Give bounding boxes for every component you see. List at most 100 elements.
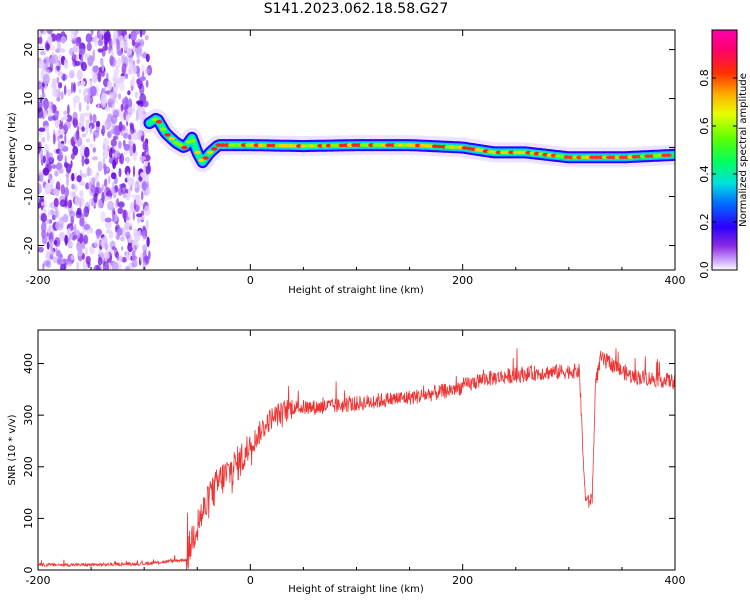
noise-blob bbox=[59, 134, 63, 140]
y-tick-label: 200 bbox=[22, 456, 35, 477]
noise-blob bbox=[66, 228, 72, 235]
noise-blob bbox=[84, 146, 90, 158]
noise-blob bbox=[140, 172, 146, 178]
noise-blob bbox=[69, 210, 76, 219]
noise-blob bbox=[134, 183, 138, 189]
noise-blob bbox=[76, 261, 80, 270]
noise-blob bbox=[131, 259, 138, 268]
noise-blob bbox=[141, 181, 148, 192]
noise-blob bbox=[101, 184, 104, 192]
noise-blob bbox=[132, 143, 136, 154]
noise-blob bbox=[123, 143, 131, 151]
noise-blob bbox=[40, 30, 44, 35]
noise-blob bbox=[118, 93, 122, 100]
noise-blob bbox=[39, 51, 46, 56]
noise-blob bbox=[38, 183, 42, 195]
noise-blob bbox=[143, 205, 151, 216]
x-tick-label: 200 bbox=[452, 574, 473, 587]
noise-blob bbox=[136, 100, 142, 105]
noise-blob bbox=[104, 217, 112, 223]
noise-blob bbox=[111, 149, 116, 154]
ridge-core bbox=[155, 120, 163, 124]
noise-blob bbox=[113, 75, 118, 85]
spectral-ridge bbox=[139, 108, 675, 173]
noise-blob bbox=[142, 260, 147, 270]
noise-blob bbox=[132, 74, 135, 83]
colorbar-tick-label: 0.4 bbox=[698, 165, 711, 183]
noise-blob bbox=[42, 167, 50, 176]
noise-blob bbox=[103, 31, 111, 42]
noise-blob bbox=[45, 42, 50, 51]
noise-blob bbox=[103, 163, 107, 176]
noise-blob bbox=[112, 135, 119, 140]
noise-blob bbox=[89, 143, 94, 148]
noise-blob bbox=[142, 141, 147, 151]
noise-blob bbox=[51, 214, 56, 221]
noise-blob bbox=[38, 36, 43, 45]
noise-blob bbox=[106, 167, 109, 172]
noise-blob bbox=[72, 118, 76, 126]
noise-blob bbox=[41, 136, 46, 143]
noise-blob bbox=[104, 251, 110, 260]
noise-blob bbox=[119, 183, 126, 188]
noise-blob bbox=[79, 190, 84, 198]
noise-blob bbox=[127, 90, 131, 96]
noise-blob bbox=[71, 81, 74, 94]
noise-blob bbox=[38, 45, 44, 50]
noise-blob bbox=[78, 101, 82, 112]
noise-blob bbox=[60, 184, 65, 195]
colorbar-ticks: 0.0 0.2 0.4 0.6 0.8 bbox=[698, 69, 737, 279]
ridge-core bbox=[168, 136, 175, 141]
noise-blob bbox=[41, 201, 44, 207]
noise-blob bbox=[68, 240, 73, 248]
noise-blob bbox=[90, 85, 97, 97]
noise-blob bbox=[72, 44, 79, 53]
noise-blob bbox=[39, 149, 44, 160]
noise-blob bbox=[69, 233, 74, 239]
noise-blob bbox=[89, 80, 93, 88]
noise-blob bbox=[132, 45, 136, 52]
noise-blob bbox=[46, 150, 50, 160]
noise-blob bbox=[84, 94, 91, 103]
x-tick-label: 400 bbox=[665, 574, 686, 587]
noise-blob bbox=[82, 112, 90, 117]
noise-blob bbox=[144, 255, 149, 264]
noise-blob bbox=[81, 173, 88, 178]
noise-blob bbox=[104, 178, 108, 188]
noise-blob bbox=[94, 173, 99, 184]
noise-blob bbox=[60, 35, 66, 44]
noise-blob bbox=[97, 48, 104, 53]
noise-blob bbox=[65, 114, 73, 123]
noise-blob bbox=[58, 82, 63, 89]
noise-blob bbox=[136, 109, 139, 121]
noise-blob bbox=[101, 124, 106, 137]
noise-blob bbox=[56, 97, 61, 102]
noise-blob bbox=[124, 216, 130, 221]
y-tick-label: 100 bbox=[22, 508, 35, 529]
noise-blob bbox=[130, 30, 137, 42]
noise-blob bbox=[102, 148, 109, 160]
noise-blob bbox=[50, 242, 53, 251]
noise-blob bbox=[123, 149, 128, 155]
noise-blob bbox=[73, 99, 76, 109]
noise-blob bbox=[114, 214, 118, 222]
noise-blob bbox=[67, 199, 73, 209]
noise-blob bbox=[121, 124, 126, 131]
noise-blob bbox=[139, 252, 144, 263]
noise-blob bbox=[100, 92, 107, 105]
noise-blob bbox=[39, 96, 43, 103]
ridge-core bbox=[172, 140, 180, 145]
noise-blob bbox=[53, 188, 60, 197]
noise-blob bbox=[38, 81, 43, 90]
noise-blob bbox=[54, 66, 57, 74]
noise-blob bbox=[136, 213, 143, 218]
noise-blob bbox=[117, 30, 123, 35]
noise-blob bbox=[94, 37, 98, 48]
noise-blob bbox=[113, 86, 118, 94]
noise-blob bbox=[63, 58, 69, 70]
ridge-core bbox=[211, 147, 218, 151]
noise-blob bbox=[118, 155, 123, 164]
noise-blob bbox=[52, 82, 57, 90]
noise-blob bbox=[57, 135, 60, 141]
